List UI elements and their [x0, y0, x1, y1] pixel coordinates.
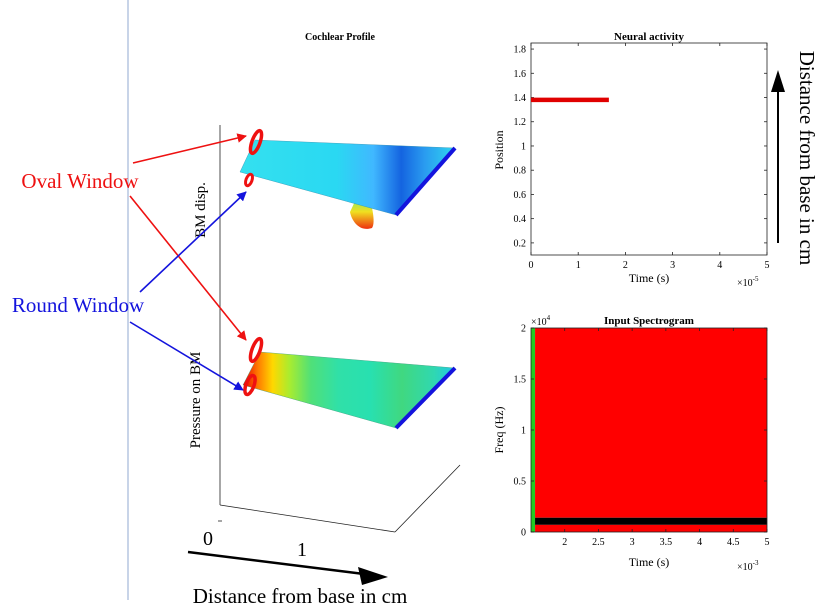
right-arrow-head: [771, 70, 785, 92]
spectrogram-plot-area: [530, 327, 768, 533]
bottom-arrow-line: [187, 550, 373, 577]
neural-y-tick-label: 0.6: [514, 190, 527, 201]
spectrogram-y-tick-label: 0.5: [514, 477, 527, 488]
neural-x-tick-label: 1: [576, 260, 581, 271]
x-tick-0: 0: [203, 528, 213, 550]
bm-disp-label: BM disp.: [193, 182, 209, 238]
arrow-round-bottom: [129, 321, 244, 391]
neural-xlabel: Time (s): [629, 271, 670, 285]
spectrogram-x-tick-label: 2: [562, 537, 567, 548]
spectrogram-x-tick-label: 5: [765, 537, 770, 548]
neural-plot-area: [530, 42, 768, 256]
neural-y-tick-label: 0.2: [514, 238, 527, 249]
spectrogram-x-exponent: ×10-3: [737, 559, 759, 573]
spectrogram-y-tick-label: 0: [521, 528, 526, 539]
arrow-oval-top: [132, 133, 247, 164]
neural-x-tick-label: 2: [623, 260, 628, 271]
spectrogram-title: Input Spectrogram: [604, 315, 694, 327]
neural-x-tick-label: 4: [717, 260, 722, 271]
spectrogram-x-tick-label: 3: [630, 537, 635, 548]
cochlear-profile-title: Cochlear Profile: [305, 32, 375, 43]
spectrogram-y-tick-label: 2: [521, 324, 526, 335]
oval-window-label: Oval Window: [21, 169, 139, 193]
oval-window-bottom: [248, 336, 264, 364]
arrow-oval-bottom: [129, 195, 247, 341]
spectrogram-xlabel: Time (s): [629, 555, 670, 569]
neural-y-tick-label: 1.6: [514, 69, 527, 80]
neural-x-exponent: ×10-5: [737, 275, 759, 289]
neural-x-tick-label: 5: [765, 260, 770, 271]
neural-y-tick-label: 0.4: [514, 214, 527, 225]
spectrogram-x-tick-label: 3.5: [660, 537, 673, 548]
input-spectrogram-plot: Input Spectrogram 2 2.5 3 3.5 4 4.5 5 0 0.5 1 1.5 2…: [492, 314, 770, 573]
neural-y-tick-label: 1: [521, 141, 526, 152]
spectrogram-cell: [535, 524, 767, 532]
spectrogram-x-tick-label: 4: [697, 537, 702, 548]
bottom-arrow-head: [358, 567, 388, 585]
bottom-axis-caption: Distance from base in cm: [193, 584, 408, 605]
spectrogram-x-tick-label: 2.5: [592, 537, 605, 548]
round-window-top: [244, 172, 254, 188]
neural-ylabel: Position: [492, 130, 506, 169]
spectrogram-ylabel: Freq (Hz): [492, 407, 506, 454]
neural-y-tick-label: 1.2: [514, 117, 527, 128]
spectrogram-y-exponent: ×104: [531, 314, 551, 328]
neural-y-tick-label: 0.8: [514, 166, 527, 177]
arrow-round-top: [139, 191, 247, 293]
spectrogram-y-tick-label: 1.5: [514, 375, 527, 386]
neural-activity-title: Neural activity: [614, 31, 684, 43]
pressure-label: Pressure on BM: [188, 352, 204, 449]
pressure-surface: [242, 351, 456, 429]
neural-x-tick-label: 3: [670, 260, 675, 271]
spectrogram-cell: [535, 328, 767, 518]
round-window-label: Round Window: [12, 293, 145, 317]
neural-y-tick-label: 1.8: [514, 45, 527, 56]
spectrogram-cell: [535, 517, 767, 525]
right-axis-caption: Distance from base in cm: [795, 51, 819, 266]
spectrogram-y-tick-label: 1: [521, 426, 526, 437]
neural-activity-plot: Neural activity 0 1 2 3 4 5 0.2 0.4 0.6 0.8 1 1.2 1.…: [492, 31, 770, 289]
y-axis-front: [394, 464, 461, 533]
cochlear-profile-plot: Cochlear Profile 0 1 BM disp. Pressure o…: [188, 32, 461, 561]
bm-surface-top: [239, 139, 456, 216]
spectrogram-x-tick-label: 4.5: [727, 537, 740, 548]
neural-x-tick-label: 0: [529, 260, 534, 271]
round-window-bottom: [243, 373, 257, 397]
pressure-edge: [394, 366, 457, 430]
bm-edge-top: [394, 146, 457, 217]
x-tick-1: 1: [297, 539, 307, 561]
oval-window-top: [248, 128, 264, 156]
annotations: Oval Window Round Window Distance from b…: [12, 51, 819, 605]
x-axis: [219, 504, 396, 533]
neural-y-tick-label: 1.4: [514, 93, 527, 104]
